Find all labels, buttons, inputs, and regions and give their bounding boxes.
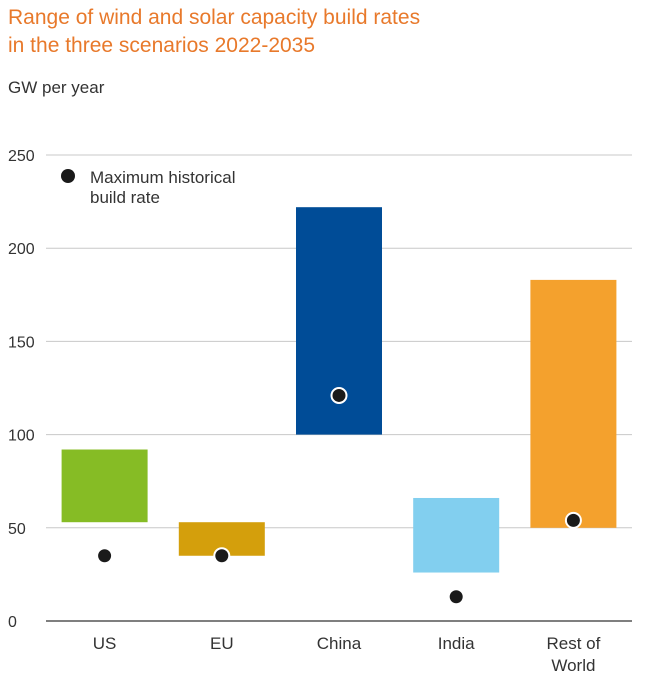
x-category-label: India: [438, 634, 475, 653]
legend-label: build rate: [90, 188, 160, 207]
historical-max-marker: [330, 386, 348, 404]
x-category-label: China: [317, 634, 362, 653]
legend-marker: [61, 169, 75, 183]
chart-title-line-2: in the three scenarios 2022-2035: [8, 34, 316, 57]
x-category-label: EU: [210, 634, 234, 653]
historical-max-marker: [96, 547, 114, 565]
historical-max-marker: [447, 588, 465, 606]
historical-max-marker: [213, 547, 231, 565]
x-category-label: World: [551, 656, 595, 675]
legend-label: Maximum historical: [90, 168, 235, 187]
y-tick-label: 250: [8, 148, 35, 165]
chart-title-line-1: Range of wind and solar capacity build r…: [8, 6, 421, 29]
y-tick-label: 150: [8, 334, 35, 351]
range-bar: [530, 279, 617, 528]
range-bar: [413, 497, 500, 573]
historical-max-marker: [564, 511, 582, 529]
y-tick-label: 50: [8, 521, 26, 538]
range-bar: [61, 449, 148, 523]
x-category-label: US: [93, 634, 117, 653]
x-category-label: Rest of: [546, 634, 600, 653]
y-tick-label: 200: [8, 241, 35, 258]
y-tick-label: 100: [8, 428, 35, 445]
y-tick-label: 0: [8, 614, 17, 631]
y-axis-unit-label: GW per year: [8, 78, 105, 97]
chart-title: Range of wind and solar capacity build r…: [8, 4, 628, 60]
